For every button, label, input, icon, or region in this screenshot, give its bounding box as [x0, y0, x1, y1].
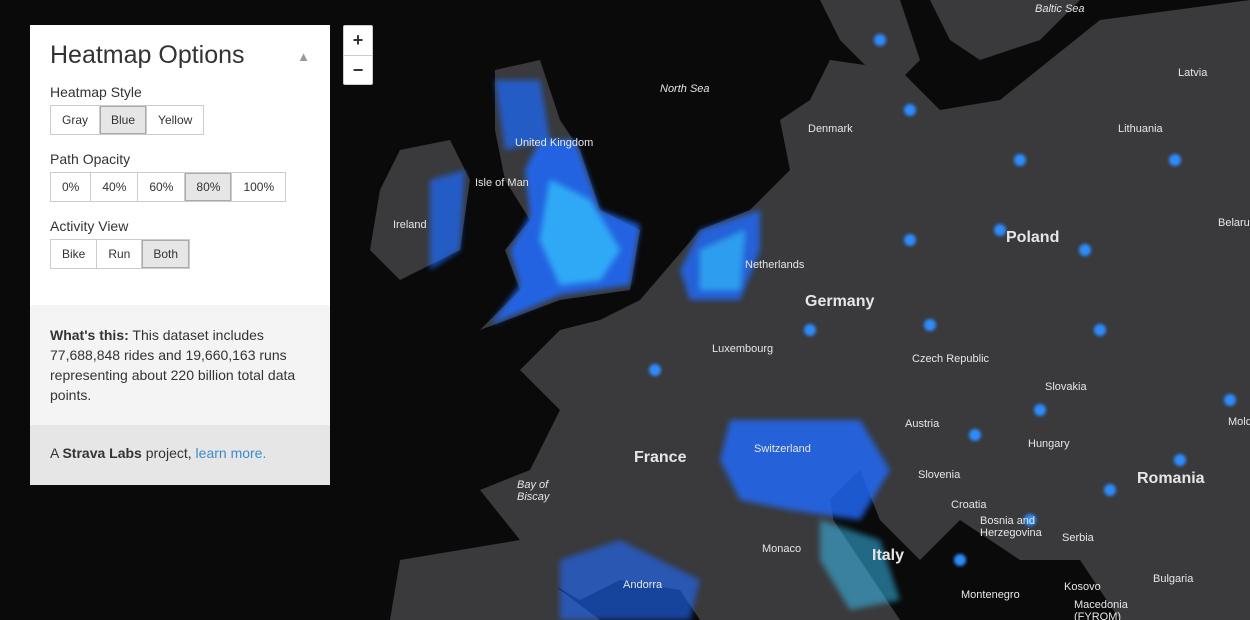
map-label: Slovakia: [1045, 381, 1087, 393]
map-label: Andorra: [623, 579, 663, 591]
info-label: What's this:: [50, 327, 129, 343]
map-label: Hungary: [1028, 438, 1070, 450]
map-label: Czech Republic: [912, 353, 990, 365]
map-label: Baltic Sea: [1035, 3, 1085, 15]
option-button-run[interactable]: Run: [96, 240, 141, 268]
group-label: Activity View: [50, 218, 129, 234]
group-label: Path Opacity: [50, 151, 131, 167]
map-label: Denmark: [808, 123, 853, 135]
map-label: Austria: [905, 418, 940, 430]
option-button-gray[interactable]: Gray: [62, 113, 89, 127]
map-label: Latvia: [1178, 67, 1208, 79]
heatmap-options-panel: Heatmap Options ▲ Heatmap Style Gray Blue Y…: [30, 25, 330, 485]
strava-labs-text: Strava Labs: [62, 445, 142, 461]
group-label: Heatmap Style: [50, 84, 142, 100]
map-label: United Kingdom: [515, 137, 593, 149]
option-button-both[interactable]: Both: [141, 240, 190, 268]
map-label: Kosovo: [1064, 581, 1101, 593]
zoom-in-button[interactable]: +: [352, 30, 364, 50]
option-button-0pct[interactable]: 0%: [62, 180, 80, 194]
city-hotspot: [969, 429, 981, 441]
city-hotspot: [924, 319, 936, 331]
map-label: Germany: [805, 293, 874, 310]
city-hotspot: [1169, 154, 1181, 166]
city-hotspot: [874, 34, 886, 46]
map-label: Serbia: [1062, 532, 1095, 544]
city-hotspots: [649, 34, 1236, 566]
footer-mid: project,: [141, 445, 196, 461]
city-hotspot: [1224, 394, 1236, 406]
map-label: Slovenia: [918, 469, 961, 481]
city-hotspot: [994, 224, 1006, 236]
map-label: North Sea: [660, 83, 710, 95]
city-hotspot: [1024, 514, 1036, 526]
collapse-triangle-icon[interactable]: ▲: [297, 49, 310, 64]
option-button-80pct[interactable]: 80%: [184, 173, 232, 201]
panel-title: Heatmap Options: [50, 41, 245, 69]
city-hotspot: [1094, 324, 1106, 336]
map-label: Lithuania: [1118, 123, 1164, 135]
map-label: Moldova: [1228, 416, 1250, 428]
map-label: Romania: [1137, 470, 1205, 487]
city-hotspot: [1174, 454, 1186, 466]
button-group: Bike Run Both: [50, 239, 191, 269]
zoom-out-button[interactable]: −: [344, 55, 372, 84]
city-hotspot: [954, 554, 966, 566]
city-hotspot: [1014, 154, 1026, 166]
map-label: Bay of Biscay: [517, 479, 551, 503]
option-button-bike[interactable]: Bike: [62, 247, 86, 261]
map-label: Bulgaria: [1153, 573, 1194, 585]
city-hotspot: [904, 234, 916, 246]
map-label: Bosnia and Herzegovina: [980, 515, 1043, 539]
zoom-control: + −: [343, 25, 373, 85]
map-label: Poland: [1006, 229, 1059, 246]
footer-prefix: A: [50, 445, 63, 461]
button-group: Gray Blue Yellow: [50, 105, 205, 135]
heat-glow: [430, 80, 900, 620]
map-label: Isle of Man: [475, 177, 529, 189]
footer: A Strava Labs project, learn more.: [30, 425, 330, 485]
city-hotspot: [1079, 244, 1091, 256]
map-label: France: [634, 449, 687, 466]
map-label: Monaco: [762, 543, 801, 555]
city-hotspot: [804, 324, 816, 336]
map-label: Luxembourg: [712, 343, 773, 355]
option-button-100pct[interactable]: 100%: [231, 173, 285, 201]
info-text: This dataset includes 77,688,848 rides a…: [50, 327, 296, 403]
map-label: Switzerland: [754, 443, 811, 455]
map-label: Montenegro: [961, 589, 1020, 601]
map-label: Macedonia (FYROM): [1074, 599, 1129, 620]
map-label: Croatia: [951, 499, 987, 511]
info-section: What's this: This dataset includes 77,68…: [30, 305, 330, 425]
city-hotspot: [904, 104, 916, 116]
map-label: Italy: [872, 547, 904, 564]
option-button-60pct[interactable]: 60%: [137, 173, 184, 201]
learn-more-link[interactable]: learn more.: [195, 445, 267, 461]
city-hotspot: [1034, 404, 1046, 416]
button-group: 0% 40% 60% 80% 100%: [50, 172, 287, 202]
option-button-blue[interactable]: Blue: [99, 106, 147, 134]
option-button-yellow[interactable]: Yellow: [146, 106, 203, 134]
map-label: Netherlands: [745, 259, 805, 271]
city-hotspot: [1104, 484, 1116, 496]
map-label: Belarus: [1218, 217, 1250, 229]
map-label: Ireland: [393, 219, 427, 231]
city-hotspot: [649, 364, 661, 376]
option-button-40pct[interactable]: 40%: [90, 173, 137, 201]
